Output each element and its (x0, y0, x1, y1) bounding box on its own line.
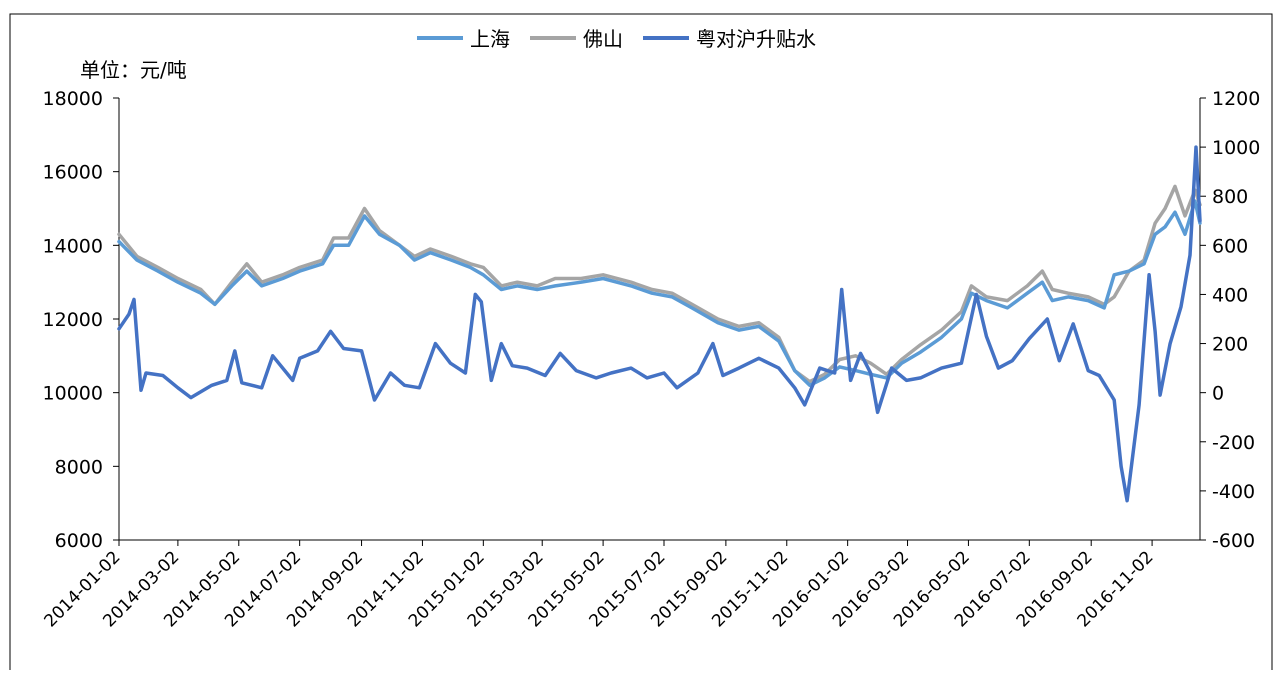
right-y-tick-label: -200 (1212, 432, 1255, 454)
right-y-tick-label: 0 (1212, 383, 1224, 405)
legend-label-shanghai: 上海 (470, 27, 510, 51)
series-line-foshan (117, 184, 1202, 384)
axes: 600080001000012000140001600018000-600-40… (41, 88, 1261, 631)
right-y-tick-label: 800 (1212, 186, 1248, 208)
right-y-tick-label: 400 (1212, 284, 1248, 306)
series-layer (117, 145, 1202, 503)
left-y-tick-label: 12000 (43, 309, 103, 331)
series-line-spread (117, 145, 1202, 503)
left-y-tick-label: 8000 (55, 456, 103, 478)
right-y-tick-label: 1000 (1212, 137, 1260, 159)
left-y-tick-label: 18000 (43, 88, 103, 110)
right-y-tick-label: 1200 (1212, 88, 1260, 110)
right-y-tick-label: -600 (1212, 530, 1255, 552)
right-y-tick-label: -400 (1212, 481, 1255, 503)
series-line-shanghai (117, 199, 1202, 388)
left-y-tick-label: 16000 (43, 162, 103, 184)
chart-frame (9, 13, 1273, 674)
legend-label-foshan: 佛山 (583, 27, 623, 51)
right-y-tick-label: 200 (1212, 334, 1248, 356)
left-y-tick-label: 6000 (55, 530, 103, 552)
right-y-tick-label: 600 (1212, 235, 1248, 257)
legend-label-spread: 粤对沪升贴水 (696, 27, 816, 51)
unit-label: 单位：元/吨 (80, 58, 187, 82)
left-y-tick-label: 10000 (43, 383, 103, 405)
left-y-tick-label: 14000 (43, 235, 103, 257)
legend: 上海 佛山 粤对沪升贴水 (417, 27, 816, 51)
